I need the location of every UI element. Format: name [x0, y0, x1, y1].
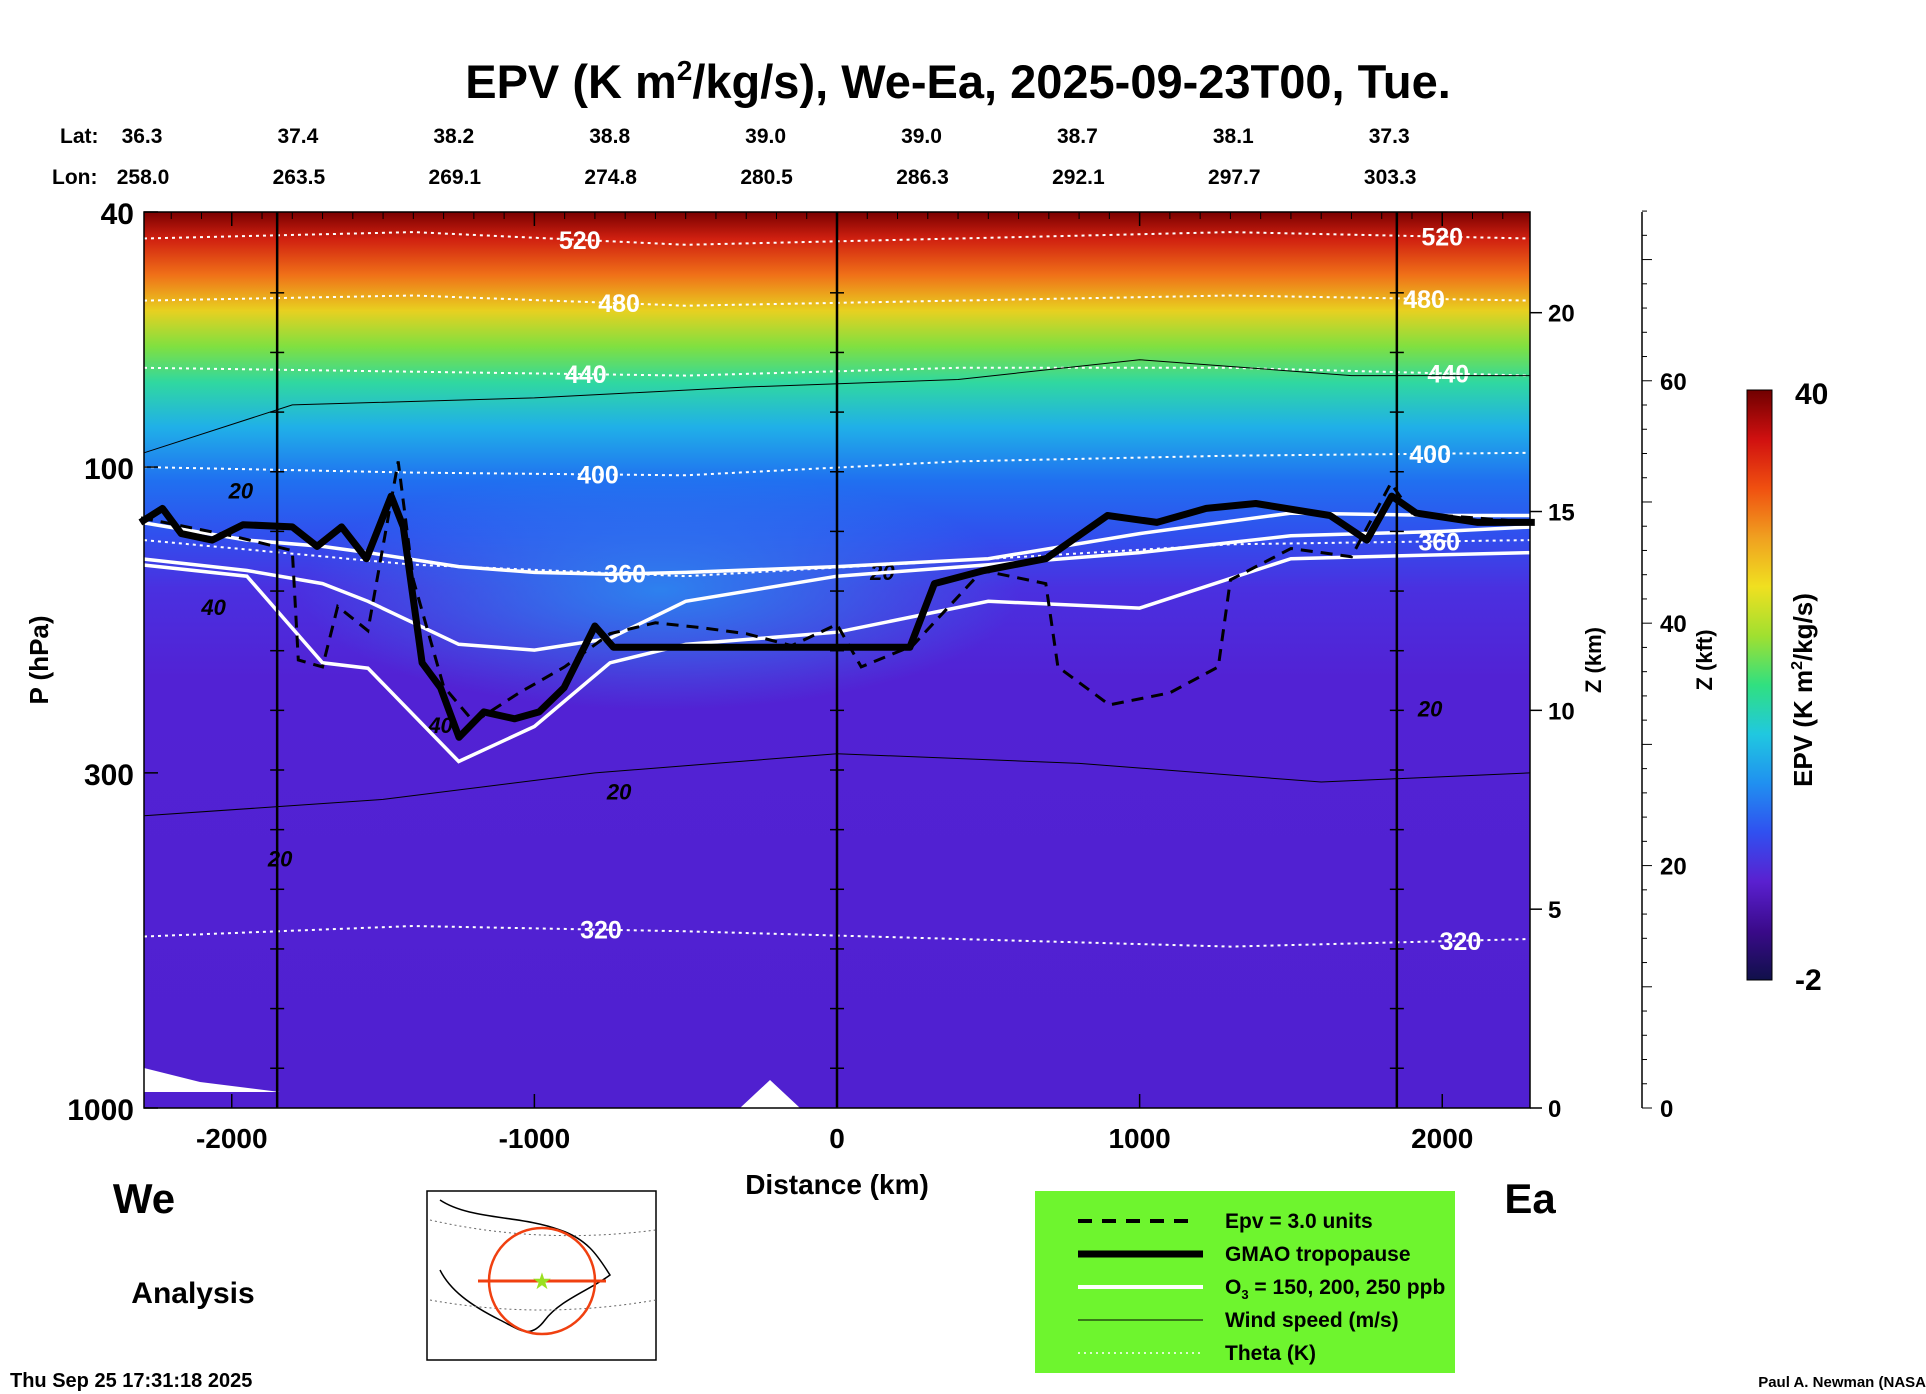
theta-label: 440 [565, 361, 607, 389]
z-km-tick-label: 0 [1548, 1096, 1561, 1123]
x-tick-label: 2000 [1411, 1123, 1473, 1154]
legend-label-tropopause: GMAO tropopause [1225, 1243, 1411, 1266]
lon-value: 303.3 [1364, 166, 1417, 189]
lon-value: 297.7 [1208, 166, 1261, 189]
colorbar-gradient [1746, 389, 1773, 981]
axes: -2000 -1000 0 1000 2000 40 100 300 1000 0 5 10 15 20 0… [67, 198, 1686, 1154]
theta-label: 320 [580, 917, 622, 945]
theta-contour [143, 924, 1531, 948]
colorbar-label: EPV (K m2/kg/s) [1788, 593, 1818, 787]
colorbar-min-label: -2 [1795, 964, 1822, 997]
wind-speed-label: 20 [1417, 696, 1443, 721]
x-tick-label: 0 [829, 1123, 845, 1154]
colorbar-max-label: 40 [1795, 378, 1828, 411]
legend-label-epv: Epv = 3.0 units [1225, 1210, 1373, 1233]
theta-label: 480 [1403, 286, 1445, 314]
theta-contour [143, 294, 1531, 307]
legend-label-theta: Theta (K) [1225, 1342, 1316, 1365]
terrain-mask [144, 1068, 280, 1092]
z-kft-axis-label: Z (kft) [1692, 629, 1717, 690]
tropopause-line [138, 492, 1535, 741]
legend: Epv = 3.0 units GMAO tropopause O3 = 150… [1035, 1191, 1455, 1373]
wind-speed-label: 20 [267, 847, 293, 872]
lat-value: 39.0 [901, 125, 942, 148]
z-km-tick-label: 20 [1548, 301, 1575, 328]
lat-value: 38.2 [433, 125, 474, 148]
lat-value: 39.0 [745, 125, 786, 148]
lon-value: 269.1 [429, 166, 482, 189]
ozone-contour-200 [140, 525, 1534, 652]
lon-value: 292.1 [1052, 166, 1105, 189]
epv-3-contour [140, 461, 1534, 725]
z-km-tick-label: 10 [1548, 698, 1575, 725]
location-map-inset: ★ [426, 1190, 657, 1361]
timestamp: Thu Sep 25 17:31:18 2025 [10, 1370, 252, 1392]
y-tick-label: 40 [101, 198, 134, 231]
wind-speed-label: 20 [606, 779, 632, 804]
z-kft-tick-label: 0 [1660, 1096, 1673, 1123]
lon-value: 286.3 [896, 166, 949, 189]
map-frame [426, 1190, 657, 1361]
coastline [439, 1199, 612, 1333]
z-kft-tick-label: 40 [1660, 611, 1687, 638]
x-axis-label: Distance (km) [745, 1169, 929, 1200]
theta-contour [143, 231, 1531, 246]
lat-value: 38.1 [1213, 125, 1254, 148]
lon-value: 263.5 [273, 166, 326, 189]
theta-label: 400 [1409, 441, 1451, 469]
theta-label: 520 [559, 227, 601, 255]
z-kft-tick-label: 60 [1660, 369, 1687, 396]
theta-label: 480 [598, 290, 640, 318]
wind-speed-contour [143, 359, 1530, 454]
theta-contour [143, 451, 1531, 477]
y-tick-label: 300 [84, 759, 134, 792]
lat-value: 37.3 [1369, 125, 1410, 148]
lat-value: 38.8 [589, 125, 630, 148]
z-kft-tick-label: 20 [1660, 854, 1687, 881]
y-tick-label: 1000 [67, 1094, 134, 1127]
credit: Paul A. Newman (NASA [1758, 1374, 1926, 1391]
lat-value: 36.3 [122, 125, 163, 148]
lat-row-label: Lat: [60, 125, 99, 148]
wind-speed-label: 40 [200, 595, 226, 620]
analysis-label: Analysis [131, 1277, 254, 1310]
lat-value: 38.7 [1057, 125, 1098, 148]
z-km-tick-label: 15 [1548, 500, 1575, 527]
ozone-contour-250 [140, 550, 1534, 764]
lat-value: 37.4 [277, 125, 318, 148]
west-label: We [113, 1175, 175, 1222]
legend-label-ozone: O3 = 150, 200, 250 ppb [1225, 1276, 1445, 1302]
z-km-axis-label: Z (km) [1581, 627, 1606, 693]
theta-label: 400 [577, 461, 619, 489]
theta-label: 440 [1427, 360, 1469, 388]
z-km-tick-label: 5 [1548, 897, 1561, 924]
lon-value: 274.8 [584, 166, 637, 189]
chart-title: EPV (K m2/kg/s), We-Ea, 2025-09-23T00, T… [465, 55, 1451, 108]
y-tick-label: 100 [84, 453, 134, 486]
lat-lon-row: 36.3 258.0 37.4 263.5 38.2 269.1 38.8 274.8 39.0… [117, 125, 1417, 189]
ozone-contour-150 [140, 511, 1533, 577]
center-star-icon: ★ [533, 1271, 551, 1293]
x-tick-label: -1000 [499, 1123, 571, 1154]
y-axis-label: P (hPa) [24, 615, 54, 704]
lon-value: 280.5 [740, 166, 793, 189]
x-tick-label: -2000 [196, 1123, 268, 1154]
theta-label: 320 [1440, 928, 1482, 956]
theta-label: 520 [1421, 224, 1463, 252]
east-label: Ea [1504, 1175, 1556, 1222]
lon-row-label: Lon: [52, 166, 97, 189]
colorbar: 40 -2 EPV (K m2/kg/s) [1746, 378, 1828, 997]
wind-speed-label: 20 [228, 479, 254, 504]
lon-value: 258.0 [117, 166, 170, 189]
legend-label-wind: Wind speed (m/s) [1225, 1309, 1399, 1332]
theta-contour [143, 366, 1531, 377]
x-tick-label: 1000 [1108, 1123, 1170, 1154]
low-epv-region [300, 470, 1020, 710]
terrain-mask [740, 1080, 800, 1108]
